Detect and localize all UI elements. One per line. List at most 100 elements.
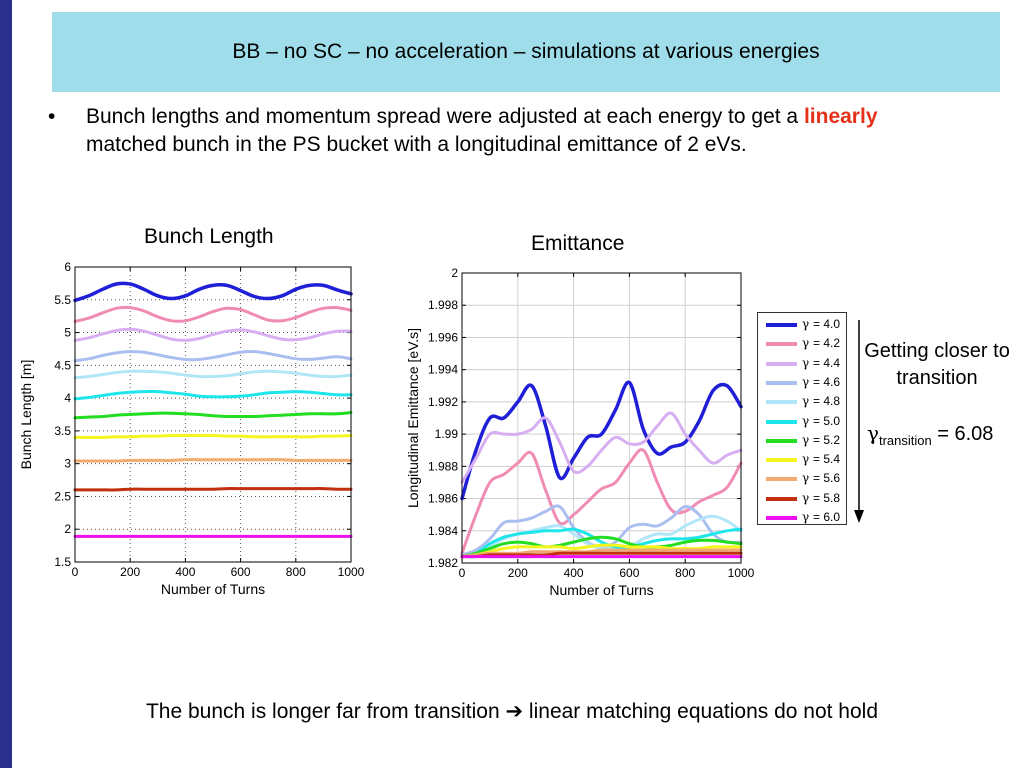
legend-item: γ = 5.8 — [764, 490, 848, 507]
legend-swatch — [766, 342, 797, 347]
legend-gamma-symbol: γ — [802, 510, 813, 524]
legend-item: γ = 5.6 — [764, 470, 848, 487]
legend-swatch — [766, 380, 797, 385]
slide-title: BB – no SC – no acceleration – simulatio… — [232, 40, 820, 63]
y-tick-label: 2.5 — [54, 489, 71, 503]
legend-item: γ = 4.4 — [764, 355, 848, 372]
y-tick-label: 1.998 — [428, 298, 458, 312]
legend-gamma-symbol: γ — [802, 432, 813, 447]
legend-item: γ = 5.2 — [764, 432, 848, 449]
x-tick-label: 800 — [286, 565, 306, 579]
legend-item: γ = 4.2 — [764, 335, 848, 352]
legend-item: γ = 4.0 — [764, 316, 848, 333]
series-line — [73, 411, 353, 420]
y-tick-label: 1.994 — [428, 363, 458, 377]
series-line — [73, 327, 353, 342]
gamma-subscript: transition — [878, 433, 932, 448]
y-tick-label: 4 — [64, 391, 71, 405]
series-line — [460, 504, 743, 557]
y-tick-label: 5 — [64, 326, 71, 340]
legend-swatch — [766, 419, 797, 424]
legend-value: = 4.0 — [813, 317, 841, 331]
conclusion-text: The bunch is longer far from transition … — [0, 699, 1024, 724]
series-line — [73, 389, 353, 401]
bullet-text-end: matched bunch in the PS bucket with a lo… — [86, 133, 747, 156]
x-tick-label: 200 — [508, 566, 528, 580]
legend-label: γ = 4.4 — [802, 356, 840, 370]
legend-value: = 5.0 — [813, 413, 841, 428]
y-tick-label: 3.5 — [54, 424, 71, 438]
legend-gamma-symbol: γ — [802, 317, 813, 331]
bullet-text-start: Bunch lengths and momentum spread were a… — [86, 105, 804, 128]
bullet-highlight: linearly — [803, 105, 878, 128]
gamma-transition-note: γtransition = 6.08 — [867, 421, 993, 448]
y-tick-label: 1.992 — [428, 395, 458, 409]
x-tick-label: 800 — [675, 566, 695, 580]
series-line — [73, 305, 353, 323]
x-tick-label: 600 — [231, 565, 251, 579]
legend-value: = 4.8 — [813, 394, 841, 409]
x-tick-label: 600 — [619, 566, 639, 580]
legend-label: γ = 5.8 — [802, 491, 840, 505]
legend-label: γ = 5.4 — [802, 452, 840, 466]
y-tick-label: 2 — [451, 266, 458, 280]
legend-swatch — [766, 496, 797, 501]
series-line — [460, 411, 743, 484]
legend-gamma-symbol: γ — [802, 374, 813, 389]
series-line — [73, 433, 353, 439]
y-tick-label: 1.99 — [435, 427, 459, 441]
gamma-transition-value: = 6.08 — [931, 423, 994, 445]
chart-legend: γ = 4.0 γ = 4.2 γ = 4.4 γ = 4.6 γ = 4.8 γ = 5… — [757, 312, 847, 525]
y-tick-label: 1.984 — [428, 524, 458, 538]
y-tick-label: 5.5 — [54, 293, 71, 307]
legend-gamma-symbol: γ — [802, 413, 813, 428]
legend-gamma-symbol: γ — [802, 394, 813, 409]
title-banner: BB – no SC – no acceleration – simulatio… — [52, 12, 1000, 92]
legend-value: = 5.4 — [813, 452, 841, 467]
y-tick-label: 1.986 — [428, 492, 458, 506]
y-tick-label: 1.982 — [428, 556, 458, 570]
legend-swatch — [766, 438, 797, 443]
legend-swatch — [766, 361, 797, 366]
legend-value: = 5.6 — [813, 471, 841, 486]
y-axis-label: Bunch Length [m] — [20, 360, 34, 470]
legend-value: = 4.4 — [813, 355, 841, 370]
bullet-text: Bunch lengths and momentum spread were a… — [86, 103, 943, 159]
x-tick-label: 1000 — [728, 566, 755, 580]
legend-swatch — [766, 516, 797, 520]
conclusion-end: linear matching equations do not hold — [523, 700, 879, 723]
y-tick-label: 2 — [64, 522, 71, 536]
legend-label: γ = 4.8 — [802, 394, 840, 408]
series-line — [460, 380, 743, 501]
legend-label: γ = 4.6 — [802, 375, 840, 389]
down-arrow-icon — [854, 320, 864, 523]
y-axis-label: Longitudinal Emittance [eV.s] — [405, 328, 421, 508]
conclusion-start: The bunch is longer far from transition — [145, 700, 506, 723]
legend-item: γ = 4.6 — [764, 374, 848, 391]
legend-label: γ = 4.0 — [802, 317, 840, 331]
bullet-symbol: • — [48, 105, 56, 128]
series-line — [460, 535, 743, 559]
series-line — [73, 458, 353, 463]
x-axis-label: Number of Turns — [161, 581, 265, 597]
y-tick-label: 1.996 — [428, 330, 458, 344]
x-axis-label: Number of Turns — [549, 582, 653, 598]
legend-item: γ = 6.0 — [764, 509, 848, 526]
emittance-chart: 0 200 400 600 800 1000 1.982 1.984 1.986 1.988 1.9… — [405, 266, 755, 598]
legend-swatch — [766, 323, 797, 327]
legend-value: = 4.2 — [813, 336, 841, 351]
legend-gamma-symbol: γ — [802, 336, 813, 351]
legend-gamma-symbol: γ — [802, 490, 813, 505]
plot-border — [74, 266, 352, 563]
legend-item: γ = 4.8 — [764, 393, 848, 410]
series-line — [460, 548, 743, 559]
legend-swatch — [766, 477, 797, 482]
series-line — [73, 369, 353, 380]
series-line — [460, 527, 743, 559]
right-arrow-icon: ➔ — [505, 700, 524, 723]
legend-gamma-symbol: γ — [802, 355, 813, 370]
plot-border — [461, 272, 742, 564]
y-tick-label: 1.988 — [428, 459, 458, 473]
plot-area — [462, 273, 741, 563]
legend-label: γ = 6.0 — [802, 510, 840, 524]
